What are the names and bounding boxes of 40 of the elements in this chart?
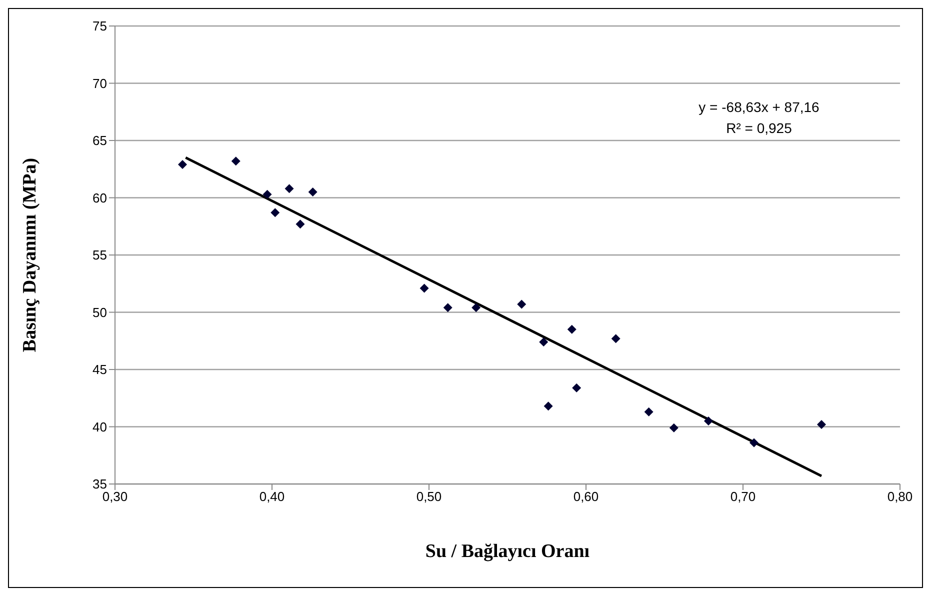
x-tick-label: 0,60 <box>573 489 599 504</box>
y-tick-label: 45 <box>92 362 107 378</box>
point <box>472 303 481 312</box>
point <box>296 220 305 229</box>
point <box>443 303 452 312</box>
point <box>539 338 548 347</box>
x-tick-label: 0,50 <box>416 489 442 504</box>
point <box>270 208 280 218</box>
point <box>284 184 294 194</box>
y-tick-label: 40 <box>92 419 107 434</box>
y-tick-label: 65 <box>92 133 107 148</box>
point <box>644 407 654 416</box>
point <box>262 190 272 199</box>
point <box>567 324 576 334</box>
x-tick-label: 0,80 <box>887 489 913 504</box>
x-tick-label: 0,40 <box>259 489 285 504</box>
point <box>231 156 240 166</box>
x-tick-label: 0,70 <box>730 489 756 504</box>
y-tick-label: 70 <box>92 76 107 91</box>
point <box>817 420 826 429</box>
point <box>611 334 620 344</box>
point <box>544 402 553 411</box>
point <box>704 416 713 426</box>
y-tick-label: 35 <box>92 476 107 492</box>
y-tick-label: 55 <box>92 248 107 263</box>
point <box>749 438 758 448</box>
point <box>572 383 582 392</box>
point <box>517 300 526 309</box>
x-axis-title: Su / Bağlayıcı Oranı <box>425 541 590 562</box>
point <box>420 284 429 293</box>
annotation: y = -68,63x + 87,16 <box>698 99 820 115</box>
annotation: R² = 0,925 <box>726 120 792 136</box>
point <box>178 160 188 170</box>
y-tick-label: 50 <box>92 304 107 320</box>
point <box>669 423 678 432</box>
y-tick-label: 75 <box>92 18 107 34</box>
y-tick-label: 60 <box>92 190 107 206</box>
y-axis-title: Basınç Dayanımı (MPa) <box>20 158 41 352</box>
x-tick-label: 0,30 <box>102 489 128 504</box>
point <box>308 188 318 197</box>
